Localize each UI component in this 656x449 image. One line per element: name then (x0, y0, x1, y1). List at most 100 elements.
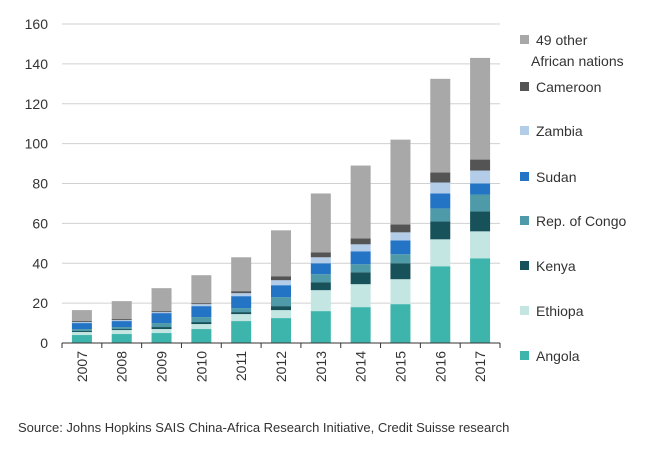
bar-segment-49-other-african-nations-2013 (310, 193, 331, 253)
bar-segment-cameroon-2012 (271, 276, 291, 281)
legend-label: Ethiopa (536, 303, 584, 319)
bar-segment-kenya-2015 (390, 263, 411, 280)
legend-label: Rep. of Congo (536, 213, 626, 229)
bar-segment-kenya-2017 (470, 211, 491, 232)
bar-segment-ethiopa-2011 (231, 314, 252, 322)
y-tick-label: 0 (40, 335, 48, 351)
legend-swatch (520, 126, 529, 135)
legend-swatch (520, 172, 529, 181)
legend-swatch (520, 306, 529, 315)
x-tick-label: 2010 (193, 351, 209, 382)
legend-swatch (520, 351, 529, 360)
x-tick-label: 2011 (233, 351, 249, 381)
bar-segment-sudan-2015 (390, 240, 411, 255)
bar-segment-kenya-2011 (231, 312, 252, 315)
bar-segment-zambia-2013 (310, 257, 331, 264)
bar-segment-zambia-2017 (470, 170, 491, 184)
bar-segment-sudan-2017 (470, 183, 491, 195)
bar-segment-cameroon-2017 (470, 159, 491, 171)
bar-segment-rep-of-congo-2016 (430, 208, 451, 222)
bar-segment-angola-2014 (350, 307, 371, 343)
legend-label: Zambia (536, 123, 583, 139)
bar-segment-zambia-2009 (151, 312, 172, 314)
bar-segment-cameroon-2009 (151, 311, 172, 313)
bar-segment-sudan-2013 (310, 263, 331, 275)
y-tick-label: 140 (25, 56, 49, 72)
y-axis-tick-labels: 0 20 40 60 80 100 120 140 160 (25, 16, 49, 351)
bar-segment-sudan-2011 (231, 296, 252, 309)
legend-swatch (520, 35, 529, 44)
y-tick-label: 100 (25, 136, 49, 152)
bar-segment-cameroon-2007 (71, 321, 92, 323)
legend: 49 other African nations Cameroon Zambia Sud… (520, 32, 626, 364)
gridlines (62, 23, 500, 304)
bar-segment-rep-of-congo-2011 (231, 308, 252, 313)
legend-swatch (520, 216, 529, 225)
bar-segment-angola-2013 (310, 311, 331, 343)
bar-segment-rep-of-congo-2013 (310, 274, 331, 283)
bar-segment-sudan-2007 (71, 323, 92, 330)
bar-segment-zambia-2016 (430, 182, 451, 194)
x-tick-label: 2016 (432, 351, 448, 382)
bar-segment-ethiopa-2016 (430, 239, 451, 267)
bar-segment-rep-of-congo-2017 (470, 194, 491, 212)
bar-segment-kenya-2009 (151, 327, 172, 330)
bar-segment-angola-2010 (191, 329, 212, 343)
x-tick-label: 2008 (114, 351, 130, 382)
bar-segment-cameroon-2014 (350, 238, 371, 245)
y-tick-label: 120 (25, 96, 49, 112)
bar-segment-rep-of-congo-2015 (390, 254, 411, 264)
bar-segment-kenya-2014 (350, 272, 371, 285)
bar-segment-ethiopa-2017 (470, 231, 491, 259)
bar-segment-zambia-2011 (231, 293, 252, 297)
bar-segment-49-other-african-nations-2010 (191, 275, 212, 304)
x-tick-label: 2009 (154, 351, 170, 382)
bar-segment-49-other-african-nations-2011 (231, 257, 252, 292)
bar-segment-49-other-african-nations-2015 (390, 139, 411, 225)
bar-segment-ethiopa-2014 (350, 284, 371, 308)
bar-segment-kenya-2008 (111, 329, 132, 331)
bar-segment-angola-2007 (71, 335, 92, 343)
bar-segment-rep-of-congo-2009 (151, 323, 172, 328)
bar-segment-49-other-african-nations-2008 (111, 301, 132, 320)
bar-segment-kenya-2016 (430, 221, 451, 240)
bar-segment-sudan-2008 (111, 321, 132, 328)
bar-segment-zambia-2015 (390, 232, 411, 241)
bar-segment-kenya-2010 (191, 322, 212, 325)
bar-segment-sudan-2012 (271, 285, 291, 298)
bar-segment-angola-2008 (111, 334, 132, 343)
y-tick-label: 160 (25, 16, 49, 32)
bar-segment-angola-2009 (151, 333, 172, 343)
bar-segment-angola-2015 (390, 304, 411, 343)
bar-segment-ethiopa-2007 (71, 332, 92, 336)
bar-segment-kenya-2007 (71, 331, 92, 333)
bar-segment-cameroon-2008 (111, 319, 132, 321)
bar-segment-kenya-2012 (271, 306, 291, 311)
bar-segment-angola-2017 (470, 258, 491, 343)
bar-segment-49-other-african-nations-2007 (71, 310, 92, 322)
x-tick-label: 2007 (74, 351, 90, 382)
legend-label: Sudan (536, 169, 576, 185)
bar-segment-ethiopa-2012 (271, 310, 291, 319)
legend-label: Cameroon (536, 79, 601, 95)
bar-segment-cameroon-2013 (310, 252, 331, 258)
bar-segment-cameroon-2010 (191, 303, 212, 305)
y-tick-label: 60 (32, 215, 48, 231)
x-tick-label: 2014 (353, 351, 369, 382)
bar-segment-cameroon-2011 (231, 291, 252, 294)
source-note: Source: Johns Hopkins SAIS China-Africa … (18, 420, 510, 435)
bar-segment-zambia-2008 (111, 320, 132, 322)
bar-segment-sudan-2016 (430, 193, 451, 209)
legend-swatch (520, 82, 529, 91)
bar-segment-rep-of-congo-2007 (71, 329, 92, 332)
bar-segment-ethiopa-2008 (111, 330, 132, 335)
bar-segment-ethiopa-2013 (310, 290, 331, 312)
bar-segment-angola-2016 (430, 266, 451, 343)
x-axis-tick-labels: 2007 2008 2009 2010 2011 2012 2013 2014 2015 2016… (61, 343, 501, 382)
legend-label: Kenya (536, 258, 576, 274)
legend-label: Angola (536, 348, 580, 364)
bar-segment-cameroon-2015 (390, 224, 411, 233)
bar-segment-rep-of-congo-2014 (350, 264, 371, 273)
bars (71, 57, 491, 343)
